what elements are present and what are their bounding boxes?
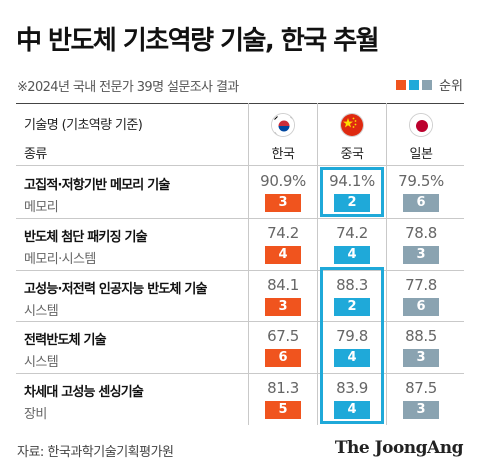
rank-badge-japan: 6 — [403, 194, 439, 212]
country-label-korea: 한국 — [271, 147, 295, 162]
rank-badge-china: 4 — [334, 349, 370, 367]
tech-name: 전력반도체 기술 — [24, 333, 107, 348]
rank-badge-china: 2 — [334, 298, 370, 316]
tech-name: 고성능·저전력 인공지능 반도체 기술 — [24, 282, 208, 297]
rank-badge-korea: 3 — [265, 194, 301, 212]
tech-name: 고집적·저항기반 메모리 기술 — [24, 178, 170, 193]
tech-name: 반도체 첨단 패키징 기술 — [24, 230, 148, 245]
score-value-korea: 74.2 — [267, 224, 299, 242]
tech-category: 장비 — [24, 407, 47, 422]
row-divider — [16, 218, 464, 219]
page-title: 中 반도체 기초역량 기술, 한국 추월 — [16, 26, 380, 56]
rank-badge-japan: 3 — [403, 349, 439, 367]
score-value-japan: 88.5 — [405, 327, 437, 345]
rank-badge-korea: 5 — [265, 401, 301, 419]
score-value-korea: 84.1 — [267, 276, 299, 294]
legend-swatch-japan — [422, 79, 433, 90]
china-highlight-box — [320, 267, 384, 424]
column-divider — [386, 103, 387, 425]
tech-category: 시스템 — [24, 304, 59, 319]
score-value-korea: 81.3 — [267, 379, 299, 397]
score-value-china: 94.1% — [329, 172, 375, 190]
rank-badge-china: 4 — [334, 401, 370, 419]
source-note: 자료: 한국과학기술기획평가원 — [17, 445, 174, 460]
column-divider — [317, 103, 318, 425]
rank-badge-china: 4 — [334, 246, 370, 264]
china-flag-icon — [340, 113, 364, 137]
legend-label: 순위 — [439, 79, 463, 94]
legend-swatch-korea — [396, 79, 407, 90]
japan-flag-icon — [409, 113, 433, 137]
survey-note: ※2024년 국내 전문가 39명 설문조사 결과 — [17, 80, 239, 95]
south-korea-flag-icon — [271, 113, 295, 137]
legend: 순위 — [396, 75, 463, 94]
legend-swatch-china — [409, 79, 420, 90]
brand-logo: The JoongAng — [334, 438, 464, 458]
score-value-china: 83.9 — [336, 379, 368, 397]
tech-column-header: 기술명 (기초역량 기준) — [24, 118, 143, 133]
score-value-japan: 79.5% — [398, 172, 444, 190]
country-label-china: 중국 — [340, 147, 364, 162]
tech-name: 차세대 고성능 센싱기술 — [24, 385, 144, 400]
score-value-japan: 77.8 — [405, 276, 437, 294]
row-divider — [16, 321, 464, 322]
score-value-korea: 90.9% — [260, 172, 306, 190]
score-value-japan: 78.8 — [405, 224, 437, 242]
score-value-japan: 87.5 — [405, 379, 437, 397]
score-value-china: 88.3 — [336, 276, 368, 294]
rank-badge-japan: 3 — [403, 401, 439, 419]
score-value-korea: 67.5 — [267, 327, 299, 345]
tech-category: 메모리 — [24, 200, 59, 215]
score-value-china: 79.8 — [336, 327, 368, 345]
column-divider — [248, 103, 249, 425]
rank-badge-china: 2 — [334, 194, 370, 212]
china-highlight-box — [320, 167, 384, 217]
category-column-header: 종류 — [24, 147, 47, 162]
row-divider — [16, 373, 464, 374]
tech-category: 메모리·시스템 — [24, 252, 96, 267]
row-divider — [16, 270, 464, 271]
rank-badge-korea: 4 — [265, 246, 301, 264]
country-label-japan: 일본 — [409, 147, 433, 162]
tech-category: 시스템 — [24, 355, 59, 370]
score-value-china: 74.2 — [336, 224, 368, 242]
header-bottom-rule — [16, 165, 464, 166]
rank-badge-korea: 6 — [265, 349, 301, 367]
table-top-rule — [16, 103, 464, 104]
rank-badge-japan: 6 — [403, 298, 439, 316]
rank-badge-korea: 3 — [265, 298, 301, 316]
rank-badge-japan: 3 — [403, 246, 439, 264]
